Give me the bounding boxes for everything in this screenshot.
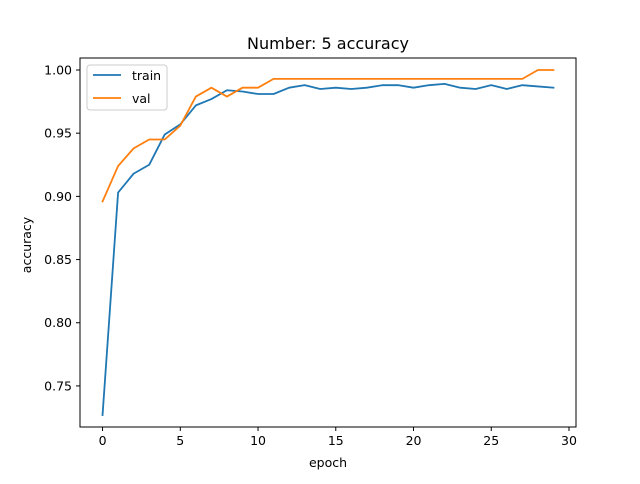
y-tick-label: 0.95 bbox=[44, 126, 72, 141]
y-tick-label: 0.85 bbox=[44, 252, 72, 267]
series-lines bbox=[101, 69, 555, 416]
x-tick-label: 5 bbox=[176, 433, 184, 448]
legend-label-train: train bbox=[132, 68, 161, 83]
legend: train val bbox=[86, 64, 168, 111]
plot-frame bbox=[79, 57, 577, 428]
x-tick-label: 0 bbox=[99, 433, 107, 448]
y-axis-label: accuracy bbox=[19, 216, 34, 273]
y-tick-label: 0.80 bbox=[44, 315, 72, 330]
axis-ticks: 0 5 10 15 20 25 30 0.75 0.80 0.85 0.90 0.95 1.00 bbox=[44, 63, 577, 448]
legend-label-val: val bbox=[132, 91, 151, 106]
y-tick-label: 0.75 bbox=[44, 378, 72, 393]
x-tick-label: 25 bbox=[483, 433, 499, 448]
x-tick-label: 20 bbox=[406, 433, 422, 448]
y-tick-label: 0.90 bbox=[44, 189, 72, 204]
x-tick-label: 30 bbox=[561, 433, 577, 448]
series-line-train bbox=[101, 83, 555, 416]
x-tick-label: 15 bbox=[328, 433, 344, 448]
series-line-val bbox=[101, 69, 555, 203]
y-tick-label: 1.00 bbox=[44, 63, 72, 78]
x-axis-label: epoch bbox=[309, 455, 347, 470]
x-tick-label: 10 bbox=[250, 433, 266, 448]
chart-title: Number: 5 accuracy bbox=[247, 34, 409, 53]
